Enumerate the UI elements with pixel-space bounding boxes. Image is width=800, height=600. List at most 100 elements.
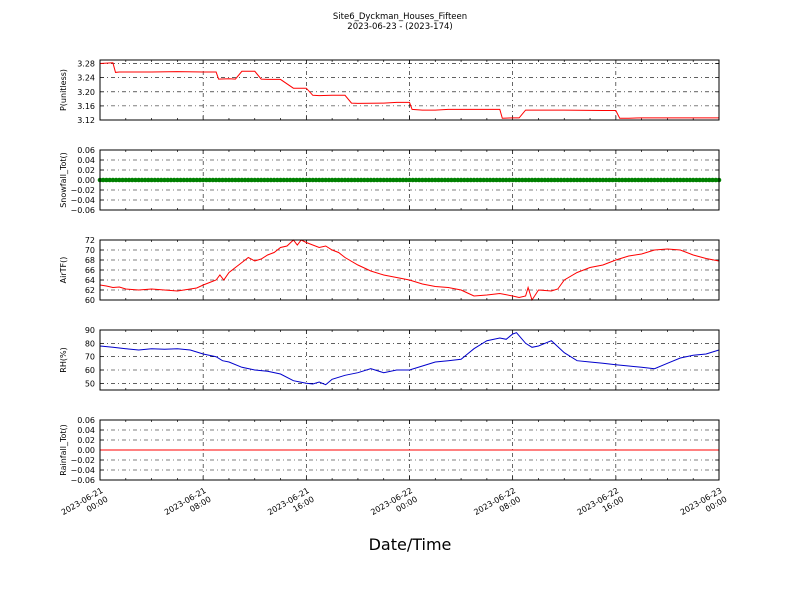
data-point xyxy=(333,177,338,183)
y-tick-label: 0.00 xyxy=(77,446,95,455)
data-point xyxy=(275,177,280,183)
data-point xyxy=(462,177,467,183)
data-point xyxy=(678,177,683,183)
data-point xyxy=(381,177,387,183)
panel-2: −0.06−0.04−0.020.000.020.040.06 Snowfall_… xyxy=(59,146,722,215)
data-point xyxy=(204,177,209,183)
panel-frame xyxy=(99,419,720,481)
data-point xyxy=(603,177,609,183)
data-point xyxy=(571,177,577,183)
data-point xyxy=(187,177,193,183)
y-tick-label: −0.02 xyxy=(70,186,95,195)
y-tick-label: 3.24 xyxy=(77,74,95,83)
data-point xyxy=(107,177,112,183)
y-tick-label: 72 xyxy=(85,236,95,245)
data-point xyxy=(432,177,438,183)
data-point xyxy=(455,177,461,183)
series-line xyxy=(99,332,720,386)
data-point xyxy=(658,177,664,183)
panels: 3.123.163.203.243.28P(unitless)−0.06−0.0… xyxy=(59,59,722,485)
data-point xyxy=(326,177,332,183)
data-point xyxy=(697,177,702,183)
y-tick-label: 60 xyxy=(85,296,95,305)
data-point xyxy=(297,177,303,183)
panel-frame xyxy=(99,59,720,121)
data-point xyxy=(262,177,267,183)
data-point xyxy=(329,177,335,183)
data-point xyxy=(152,177,158,183)
data-point xyxy=(400,177,406,183)
data-point xyxy=(123,177,129,183)
data-point xyxy=(133,177,138,183)
snowfall-series xyxy=(97,177,722,183)
y-tick-label: 3.28 xyxy=(77,60,95,69)
data-point xyxy=(610,177,615,183)
data-point xyxy=(271,177,277,183)
data-point xyxy=(487,177,493,183)
data-point xyxy=(316,177,322,183)
data-point xyxy=(226,177,232,183)
data-point xyxy=(594,177,599,183)
data-point xyxy=(407,177,412,183)
data-point xyxy=(371,177,377,183)
data-point xyxy=(258,177,264,183)
data-point xyxy=(213,177,219,183)
data-point xyxy=(194,177,200,183)
y-tick-label: 70 xyxy=(85,246,95,255)
data-point xyxy=(391,177,396,183)
data-point xyxy=(565,177,570,183)
data-point xyxy=(478,177,483,183)
data-point xyxy=(233,177,238,183)
data-point xyxy=(536,177,541,183)
data-point xyxy=(558,177,564,183)
data-point xyxy=(445,177,451,183)
y-tick-label: 0.02 xyxy=(77,436,95,445)
data-point xyxy=(552,177,557,183)
data-point xyxy=(600,177,606,183)
data-point xyxy=(465,177,470,183)
data-point xyxy=(126,177,132,183)
data-point xyxy=(184,177,190,183)
data-point xyxy=(652,177,657,183)
y-tick-label: −0.04 xyxy=(70,466,95,475)
data-point xyxy=(510,177,515,183)
data-point xyxy=(648,177,654,183)
data-point xyxy=(561,177,567,183)
data-point xyxy=(252,177,258,183)
data-point xyxy=(255,177,261,183)
data-point xyxy=(100,177,106,183)
data-point xyxy=(616,177,622,183)
data-point xyxy=(452,177,457,183)
data-point xyxy=(387,177,393,183)
data-point xyxy=(494,177,499,183)
data-point xyxy=(110,177,116,183)
data-point xyxy=(439,177,445,183)
data-point xyxy=(420,177,425,183)
data-point xyxy=(175,177,180,183)
data-point xyxy=(642,177,648,183)
data-point xyxy=(207,177,212,183)
data-point xyxy=(300,177,306,183)
data-point xyxy=(394,177,399,183)
data-point xyxy=(523,177,528,183)
data-point xyxy=(200,177,206,183)
data-point xyxy=(339,177,345,183)
data-point xyxy=(120,177,125,183)
data-point xyxy=(597,177,603,183)
data-point xyxy=(529,177,535,183)
data-point xyxy=(645,177,651,183)
y-tick-label: 70 xyxy=(85,353,95,362)
figure-title: Site6_Dyckman_Houses_Fifteen xyxy=(333,12,467,22)
y-axis-label: P(unitless) xyxy=(59,69,68,111)
y-tick-label: 60 xyxy=(85,366,95,375)
data-point xyxy=(210,177,216,183)
data-point xyxy=(497,177,503,183)
y-tick-label: 0.00 xyxy=(77,176,95,185)
data-point xyxy=(545,177,551,183)
data-point xyxy=(178,177,183,183)
data-point xyxy=(362,177,367,183)
